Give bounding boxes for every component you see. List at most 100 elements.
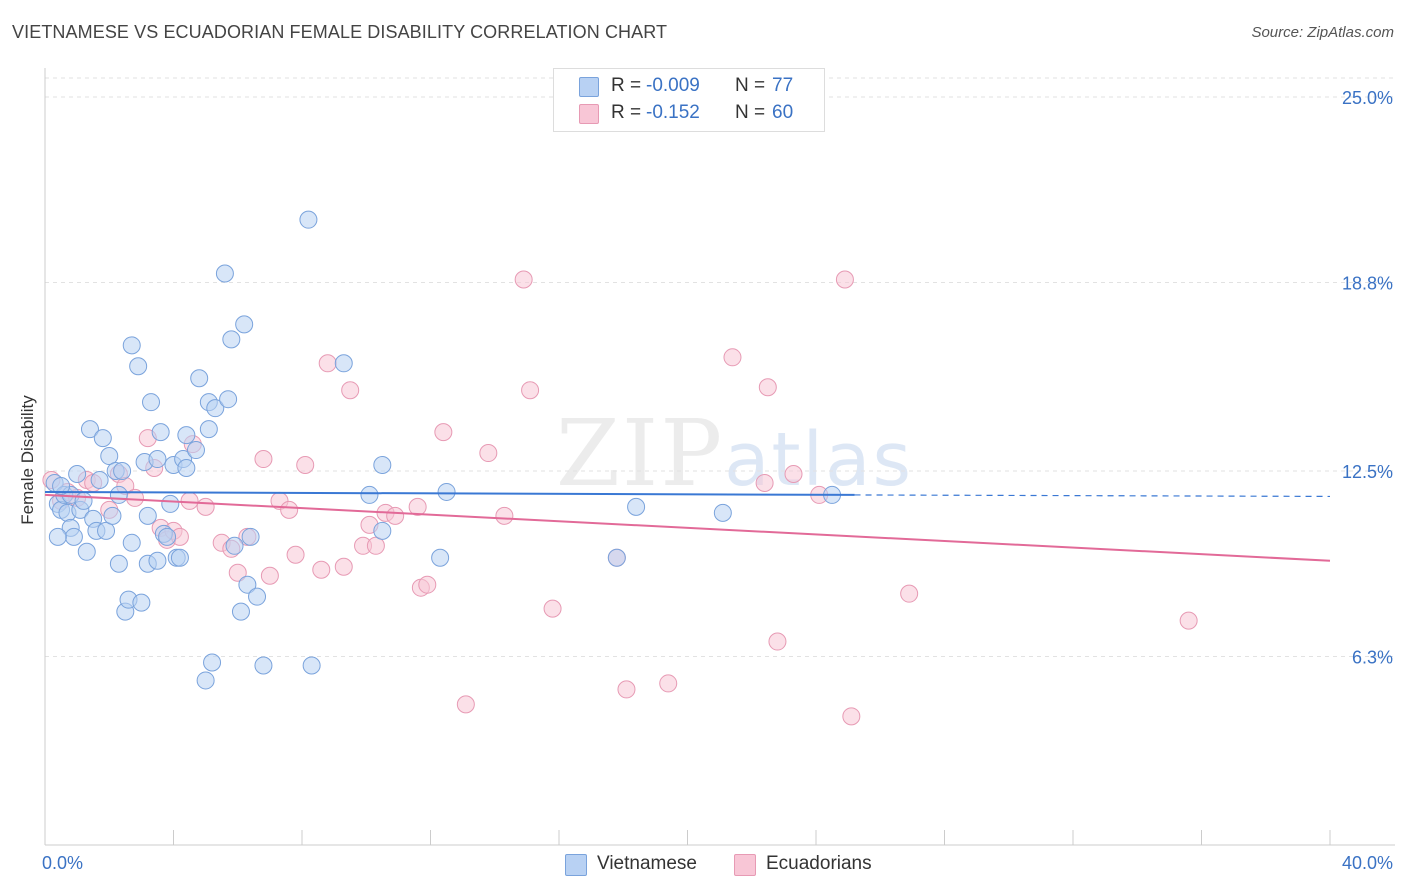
ecuadorian-point: [768, 632, 787, 651]
ecuadorian-point: [1179, 611, 1198, 630]
vietnamese-point: [203, 653, 222, 672]
y-tick-label: 18.8%: [1342, 274, 1393, 294]
vietnamese-point: [109, 485, 128, 504]
vietnamese-point: [151, 423, 170, 442]
vietnamese-point: [142, 393, 161, 412]
vietnamese-trend-line: [44, 490, 855, 496]
ecuadorian-point: [521, 381, 540, 400]
ecuadorian-point: [228, 563, 247, 582]
ecuadorian-point: [723, 348, 742, 367]
vietnamese-point: [129, 357, 148, 376]
ecuadorian-point: [835, 270, 854, 289]
y-tick-label: 25.0%: [1342, 88, 1393, 108]
legend-label-vietnamese: Vietnamese: [597, 853, 697, 874]
ecuadorian-point: [900, 584, 919, 603]
ecuadorian-point: [334, 557, 353, 576]
ecuadorian-point: [296, 456, 315, 475]
stats-box: R = -0.009 N = 77 R = -0.152 N = 60: [553, 68, 825, 132]
x-tick-label: 0.0%: [42, 853, 83, 873]
stats-r-label: R =: [611, 75, 642, 96]
vietnamese-point: [90, 470, 109, 489]
vietnamese-point: [68, 464, 87, 483]
vietnamese-trend-extension: [854, 494, 1331, 498]
vietnamese-point: [186, 441, 205, 460]
vietnamese-point: [190, 369, 209, 388]
vietnamese-point: [100, 447, 119, 466]
vietnamese-point: [235, 315, 254, 334]
axes: [44, 68, 1395, 846]
vietnamese-point: [80, 420, 99, 439]
vietnamese-point: [122, 533, 141, 552]
ecuadorian-point: [418, 575, 437, 594]
vietnamese-points: [45, 210, 842, 690]
y-axis-label: Female Disability: [18, 395, 37, 525]
ecuadorian-trend-line: [44, 493, 1331, 562]
vietnamese-point: [373, 456, 392, 475]
ecuadorian-point: [758, 378, 777, 397]
ecuadorian-point: [386, 506, 405, 525]
ecuadorian-point: [617, 680, 636, 699]
vietnamese-point: [713, 503, 732, 522]
vietnamese-point: [222, 330, 241, 349]
vietnamese-point: [77, 542, 96, 561]
vietnamese-point: [170, 548, 189, 567]
vietnamese-point: [109, 554, 128, 573]
vietnamese-point: [158, 527, 177, 546]
vietnamese-point: [138, 506, 157, 525]
vietnamese-point: [225, 536, 244, 555]
ecuadorian-point: [286, 545, 305, 564]
ecuadorian-point: [543, 599, 562, 618]
vietnamese-point: [122, 336, 141, 355]
vietnamese-point: [177, 459, 196, 478]
vietnamese-point: [627, 497, 646, 516]
stats-n-label: N =: [735, 102, 766, 123]
ecuadorian-points: [42, 270, 1198, 726]
vietnamese-point: [241, 527, 260, 546]
ecuadorian-point: [408, 497, 427, 516]
vietnamese-point: [93, 429, 112, 448]
ecuadorian-point: [254, 450, 273, 469]
tick-labels: 6.3% 12.5% 18.8% 25.0% 0.0% 40.0%: [42, 88, 1393, 873]
ecuadorian-point: [318, 354, 337, 373]
ecuadorian-point: [514, 270, 533, 289]
stats-n-value: 77: [772, 75, 794, 96]
vietnamese-point: [103, 506, 122, 525]
vietnamese-point: [238, 575, 257, 594]
vietnamese-point: [437, 482, 456, 501]
vietnamese-point: [431, 548, 450, 567]
ecuadorian-point: [842, 707, 861, 726]
vietnamese-point: [206, 399, 225, 418]
ecuadorian-legend-swatch: [734, 854, 756, 876]
vietnamese-point: [302, 656, 321, 675]
vietnamese-point: [299, 210, 318, 229]
ecuadorian-point: [260, 566, 279, 585]
chart-source: Source: ZipAtlas.com: [1251, 24, 1394, 41]
vietnamese-point: [132, 593, 151, 612]
vietnamese-point: [177, 426, 196, 445]
ecuadorian-point: [784, 464, 803, 483]
vietnamese-point: [161, 494, 180, 513]
gridlines: [45, 77, 1395, 658]
ecuadorian-point: [495, 506, 514, 525]
vietnamese-point: [64, 527, 83, 546]
vietnamese-point: [219, 390, 238, 409]
stats-r-value: -0.009: [646, 75, 700, 96]
stats-row-vietnamese: R = -0.009 N = 77: [554, 73, 824, 100]
y-tick-label: 6.3%: [1352, 648, 1393, 668]
watermark-zip: ZIP: [556, 400, 725, 507]
vietnamese-point: [148, 450, 167, 469]
ecuadorian-point: [755, 473, 774, 492]
vietnamese-swatch: [579, 77, 599, 97]
legend-label-ecuadorians: Ecuadorians: [766, 853, 872, 874]
vietnamese-point: [196, 671, 215, 690]
trend-lines: [44, 490, 1331, 562]
vietnamese-point: [199, 420, 218, 439]
ecuadorian-point: [196, 497, 215, 516]
vietnamese-point: [52, 476, 71, 495]
vietnamese-point: [215, 264, 234, 283]
vietnamese-point: [334, 354, 353, 373]
vietnamese-point: [97, 521, 116, 540]
x-tick-label: 40.0%: [1342, 853, 1393, 873]
